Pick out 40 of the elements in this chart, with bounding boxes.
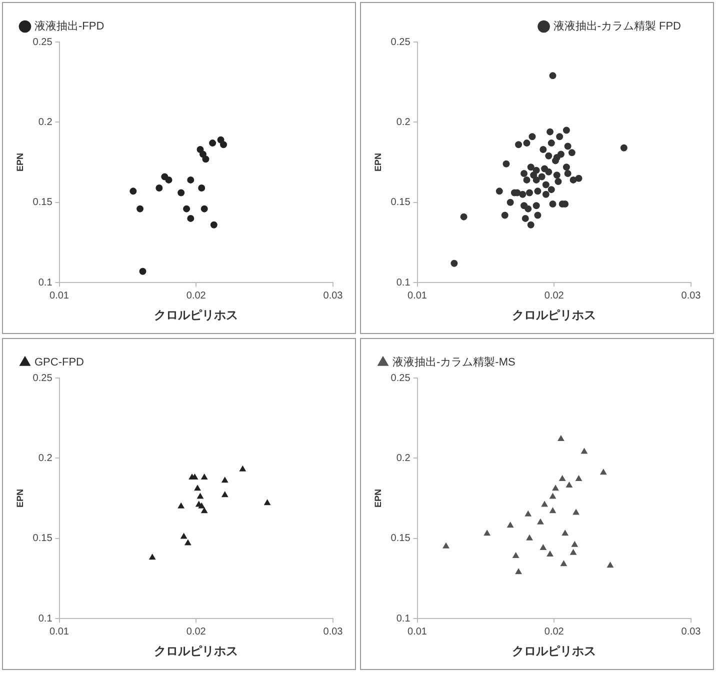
- x-tick-label: 0.03: [323, 290, 344, 302]
- x-tick-label: 0.02: [544, 290, 564, 302]
- x-tick-label: 0.02: [544, 626, 564, 638]
- y-tick-label: 0.1: [396, 613, 411, 624]
- x-tick-label: 0.01: [50, 290, 70, 302]
- x-tick-label: 0.03: [323, 626, 344, 638]
- y-axis-title: EPN: [14, 489, 25, 508]
- x-axis-title: クロルピリホス: [512, 644, 596, 658]
- x-axis-title: クロルピリホス: [512, 308, 596, 322]
- x-tick-label: 0.01: [408, 290, 428, 302]
- legend-label: 液液抽出-カラム精製 FPD: [553, 20, 682, 33]
- legend-label: GPC-FPD: [34, 356, 84, 369]
- y-tick-label: 0.2: [396, 452, 411, 464]
- x-tick-label: 0.03: [681, 626, 702, 638]
- y-tick-label: 0.25: [32, 372, 53, 384]
- y-tick-label: 0.25: [32, 36, 53, 48]
- y-tick-label: 0.25: [390, 372, 411, 384]
- legend-label: 液液抽出-カラム精製-MS: [392, 356, 516, 369]
- y-tick-label: 0.1: [38, 277, 53, 288]
- x-axis-title: クロルピリホス: [154, 644, 238, 658]
- x-tick-label: 0.01: [50, 626, 70, 638]
- y-tick-label: 0.2: [38, 452, 53, 464]
- x-tick-label: 0.01: [408, 626, 428, 638]
- x-tick-label: 0.03: [681, 290, 702, 302]
- y-axis-title: EPN: [372, 489, 383, 508]
- y-tick-label: 0.15: [390, 533, 411, 544]
- y-tick-label: 0.15: [32, 197, 53, 208]
- y-tick-label: 0.1: [38, 613, 53, 624]
- legend-label: 液液抽出-FPD: [34, 20, 104, 33]
- y-axis-title: EPN: [372, 153, 383, 172]
- y-tick-label: 0.1: [396, 277, 411, 288]
- x-tick-label: 0.02: [186, 626, 206, 638]
- y-tick-label: 0.25: [390, 36, 411, 48]
- y-tick-label: 0.15: [32, 533, 53, 544]
- x-tick-label: 0.02: [186, 290, 206, 302]
- y-tick-label: 0.15: [390, 197, 411, 208]
- x-axis-title: クロルピリホス: [154, 308, 238, 322]
- y-tick-label: 0.2: [396, 116, 411, 128]
- y-axis-title: EPN: [14, 153, 25, 172]
- y-tick-label: 0.2: [38, 116, 53, 128]
